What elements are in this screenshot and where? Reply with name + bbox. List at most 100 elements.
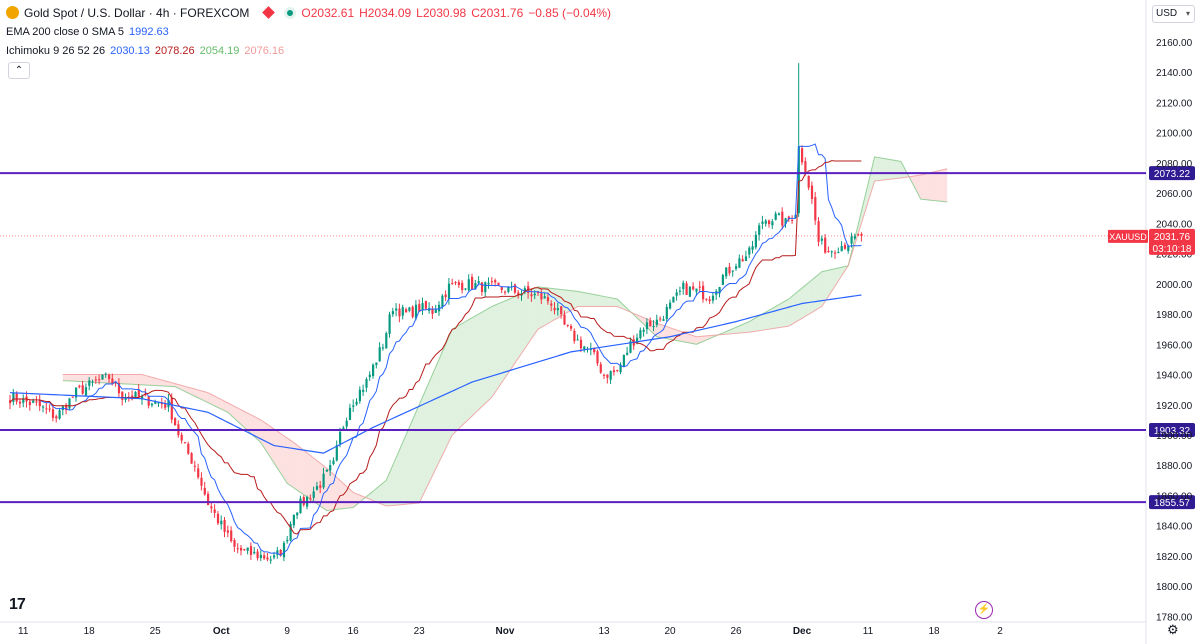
candle-body — [325, 469, 328, 472]
candle-body — [246, 547, 249, 551]
candle-body — [497, 282, 500, 286]
candle-body — [857, 234, 860, 236]
candle-body — [474, 283, 477, 290]
cloud-segment — [877, 157, 882, 181]
candle-body — [75, 387, 78, 398]
tradingview-logo[interactable]: 17 — [9, 596, 26, 613]
alert-icon[interactable] — [262, 6, 276, 19]
cloud-segment — [138, 374, 142, 385]
level-price-tag — [1149, 166, 1195, 181]
cloud-segment — [472, 315, 476, 417]
candle-body — [249, 546, 253, 555]
candle-body — [395, 308, 398, 311]
candle-body — [98, 379, 101, 381]
candle-body — [147, 396, 150, 406]
candle-body — [292, 514, 295, 526]
candle-body — [533, 293, 536, 296]
candle-body — [768, 220, 771, 225]
candle-body — [134, 391, 137, 399]
cloud-segment — [501, 300, 505, 383]
cloud-segment — [198, 389, 202, 400]
candle-body — [777, 213, 781, 216]
candle-body — [28, 401, 31, 405]
candle-body — [807, 175, 810, 188]
collapse-legend-button[interactable]: ⌃ — [8, 62, 30, 79]
cloud-segment — [924, 173, 928, 200]
candle-body — [804, 161, 807, 175]
candle-body — [781, 211, 784, 226]
cloud-segment — [481, 310, 486, 407]
lightning-icon[interactable]: ⚡ — [975, 601, 993, 619]
candle-body — [164, 404, 167, 408]
cloud-segment — [118, 374, 123, 384]
ichimoku-legend[interactable]: Ichimoku 9 26 52 26 2030.13 2078.26 2054.19… — [6, 45, 289, 57]
cloud-segment — [373, 488, 377, 502]
symbol-tag — [1108, 229, 1148, 243]
cloud-segment — [379, 483, 383, 505]
ohlc-open: O2032.61 — [301, 6, 355, 20]
candle-body — [207, 493, 210, 506]
ohlc-low: L2030.98 — [416, 6, 467, 20]
candle-body — [190, 453, 193, 464]
cloud-segment — [445, 336, 449, 449]
candle-body — [731, 270, 734, 272]
cloud-segment — [887, 159, 892, 180]
cloud-segment — [597, 295, 601, 307]
cloud-segment — [406, 427, 410, 505]
ohlc-change: −0.85 (−0.04%) — [528, 6, 612, 20]
gear-icon[interactable]: ⚙ — [1167, 622, 1179, 637]
cloud-segment — [841, 266, 845, 276]
cloud-segment — [930, 171, 934, 201]
ema-legend[interactable]: EMA 200 close 0 SMA 5 1992.63 — [6, 26, 174, 38]
cloud-segment — [151, 377, 156, 386]
cloud-segment — [125, 374, 129, 385]
cloud-segment — [455, 325, 459, 432]
cloud-segment — [640, 316, 644, 325]
cloud-segment — [897, 160, 901, 179]
cloud-segment — [465, 319, 469, 423]
cloud-segment — [254, 416, 258, 440]
y-tick-label: 2140.00 — [1156, 68, 1193, 79]
candle-body — [223, 519, 226, 532]
cloud-segment — [386, 472, 390, 507]
y-tick-label: 2080.00 — [1156, 159, 1193, 170]
symbol-title[interactable]: Gold Spot / U.S. Dollar · 4h · FOREXCOM — [24, 6, 250, 20]
candle-body — [150, 403, 154, 406]
candle-body — [408, 307, 411, 311]
x-tick-label: 18 — [928, 626, 940, 637]
candle-body — [810, 185, 814, 199]
candle-body — [540, 293, 543, 300]
currency-selector[interactable]: USD ▾ — [1152, 5, 1195, 23]
cloud-segment — [580, 292, 585, 307]
candle-body — [88, 380, 91, 386]
cloud-segment — [861, 197, 865, 224]
candle-body — [688, 286, 691, 297]
cloud-segment — [811, 277, 816, 313]
cloud-segment — [693, 335, 697, 345]
cloud-segment — [316, 460, 321, 507]
y-tick-label: 2020.00 — [1156, 250, 1193, 261]
candle-body — [141, 395, 144, 400]
cloud-segment — [458, 323, 463, 429]
cloud-segment — [726, 330, 730, 335]
bar-countdown-label: 03:10:18 — [1153, 244, 1192, 255]
candle-body — [345, 420, 348, 427]
cloud-segment — [775, 304, 779, 329]
current-price-tag — [1149, 228, 1195, 255]
candle-body — [517, 292, 520, 296]
candle-body — [193, 465, 196, 467]
candle-body — [335, 445, 338, 461]
candle-body — [494, 280, 497, 283]
candle-body — [642, 329, 645, 332]
candle-body — [414, 304, 418, 319]
cloud-segment — [389, 465, 393, 506]
cloud-segment — [277, 431, 281, 474]
candle-body — [471, 277, 474, 290]
candle-body — [454, 282, 457, 284]
cloud-segment — [610, 297, 614, 307]
candle-body — [593, 348, 596, 353]
cloud-segment — [620, 302, 624, 310]
candle-body — [583, 346, 586, 350]
candle-body — [388, 314, 391, 334]
